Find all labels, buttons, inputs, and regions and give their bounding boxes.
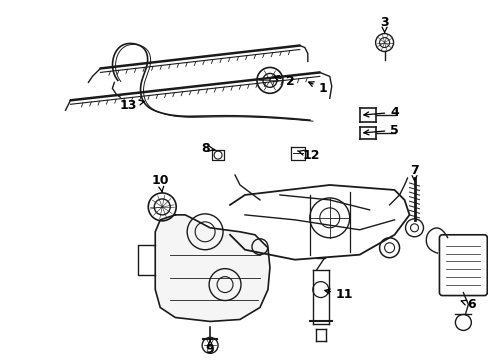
Text: 7: 7 — [409, 163, 418, 181]
Text: 11: 11 — [324, 288, 353, 301]
Text: 13: 13 — [120, 99, 144, 112]
Text: 4: 4 — [363, 106, 398, 119]
Text: 10: 10 — [151, 174, 169, 192]
Text: 5: 5 — [363, 124, 398, 137]
Text: 3: 3 — [380, 16, 388, 32]
Text: 2: 2 — [273, 75, 295, 88]
Polygon shape — [155, 215, 269, 321]
Text: 12: 12 — [297, 149, 320, 162]
Text: 9: 9 — [205, 340, 214, 356]
Text: 6: 6 — [460, 298, 475, 311]
Text: 1: 1 — [308, 82, 326, 95]
Text: 8: 8 — [201, 141, 215, 155]
